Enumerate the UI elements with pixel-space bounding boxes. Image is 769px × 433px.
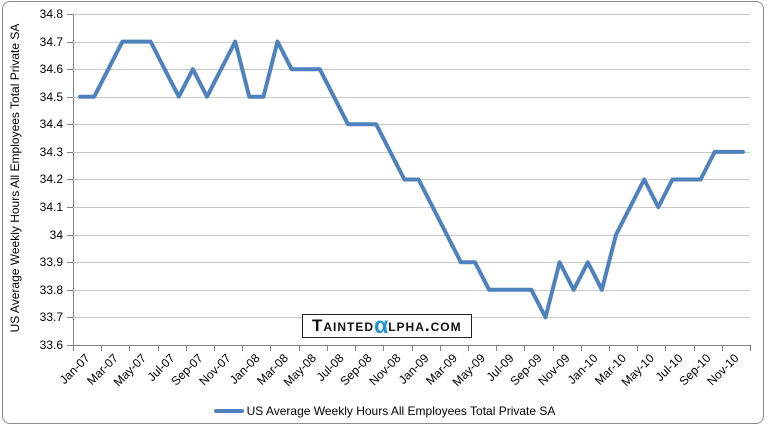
y-axis-label: 34.2 xyxy=(39,172,63,186)
watermark-alpha-glyph: α xyxy=(374,312,389,338)
gridline xyxy=(73,97,750,98)
y-axis-label: 33.8 xyxy=(39,283,63,297)
plot-area xyxy=(73,14,751,346)
watermark-prefix: Tainted xyxy=(312,316,375,335)
y-axis-tick xyxy=(67,179,73,180)
y-axis-tick xyxy=(67,152,73,153)
y-axis-tick xyxy=(67,290,73,291)
gridline xyxy=(73,262,750,263)
gridline xyxy=(73,14,750,15)
y-axis-label: 34.1 xyxy=(39,200,63,214)
y-axis-tick xyxy=(67,317,73,318)
y-axis-tick xyxy=(67,262,73,263)
x-axis-tick xyxy=(553,346,554,351)
x-axis-tick xyxy=(186,346,187,351)
y-axis-tick xyxy=(67,14,73,15)
watermark-suffix: lpha.com xyxy=(388,316,462,335)
x-axis-tick xyxy=(496,346,497,351)
x-axis-tick xyxy=(581,346,582,351)
x-axis-tick xyxy=(299,346,300,351)
y-axis-tick xyxy=(67,124,73,125)
x-axis-tick xyxy=(355,346,356,351)
x-axis-tick xyxy=(270,346,271,351)
x-axis-tick xyxy=(242,346,243,351)
x-axis-tick xyxy=(694,346,695,351)
gridline xyxy=(73,42,750,43)
y-axis-label: 34.6 xyxy=(39,62,63,76)
watermark: Tainted α lpha.com xyxy=(302,314,472,338)
x-axis-tick xyxy=(383,346,384,351)
x-axis-tick xyxy=(158,346,159,351)
gridline xyxy=(73,207,750,208)
y-axis-label: 34.8 xyxy=(39,7,63,21)
y-axis-label: 33.9 xyxy=(39,255,63,269)
y-axis-tick xyxy=(67,235,73,236)
series-line xyxy=(78,39,745,320)
y-axis-label: 34 xyxy=(49,228,63,242)
x-axis-tick xyxy=(468,346,469,351)
y-axis-tick xyxy=(67,69,73,70)
y-axis-label: 34.3 xyxy=(39,145,63,159)
x-axis-tick xyxy=(214,346,215,351)
legend-line-swatch xyxy=(213,409,244,413)
y-axis-label: 34.7 xyxy=(39,35,63,49)
y-axis-tick xyxy=(67,345,73,346)
y-axis-label: 34.4 xyxy=(39,117,63,131)
x-axis-tick xyxy=(412,346,413,351)
gridline xyxy=(73,152,750,153)
legend: US Average Weekly Hours All Employees To… xyxy=(0,403,769,419)
gridline xyxy=(73,69,750,70)
x-axis-tick xyxy=(440,346,441,351)
x-axis-tick xyxy=(750,346,751,351)
y-axis-label: 33.6 xyxy=(39,338,63,352)
x-axis-tick xyxy=(129,346,130,351)
gridline xyxy=(73,235,750,236)
x-axis-tick xyxy=(327,346,328,351)
x-axis-tick xyxy=(722,346,723,351)
x-axis-tick xyxy=(665,346,666,351)
x-axis-tick xyxy=(637,346,638,351)
x-axis-tick xyxy=(609,346,610,351)
x-axis-tick xyxy=(101,346,102,351)
chart-frame xyxy=(2,1,764,424)
gridline xyxy=(73,124,750,125)
y-axis-label: 33.7 xyxy=(39,310,63,324)
x-axis-tick xyxy=(73,346,74,351)
y-axis-tick xyxy=(67,97,73,98)
x-axis-tick xyxy=(524,346,525,351)
y-axis-tick xyxy=(67,207,73,208)
y-axis-label: 34.5 xyxy=(39,90,63,104)
y-axis-tick xyxy=(67,42,73,43)
gridline xyxy=(73,290,750,291)
legend-label: US Average Weekly Hours All Employees To… xyxy=(246,404,556,418)
